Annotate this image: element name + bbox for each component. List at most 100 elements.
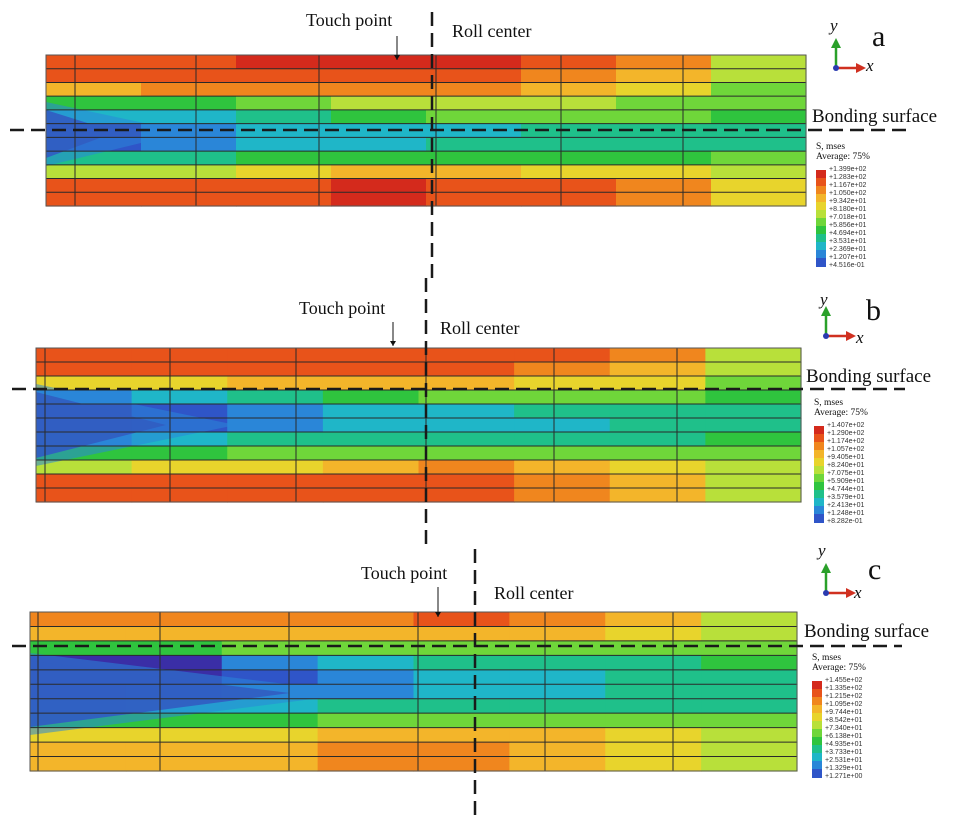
- contour-band: [46, 164, 142, 180]
- bonding-surface-label: Bonding surface: [804, 621, 930, 642]
- y-axis-label: y: [818, 541, 826, 560]
- contour-band: [30, 612, 127, 628]
- contour-band: [413, 756, 510, 772]
- contour-band: [509, 727, 606, 743]
- contour-band: [701, 626, 798, 642]
- contour-band: [521, 96, 617, 111]
- contour-band: [317, 713, 415, 729]
- strip-border: [45, 54, 807, 207]
- legend-swatch: [812, 729, 822, 738]
- contour-band: [514, 488, 611, 503]
- contour-band: [236, 55, 332, 70]
- contour-band: [605, 698, 702, 714]
- contour-band: [609, 474, 706, 489]
- contour-band: [221, 655, 319, 671]
- contour-band: [331, 68, 427, 84]
- axis-origin: [823, 333, 829, 339]
- legend-swatch: [816, 234, 826, 243]
- contour-band: [322, 460, 420, 475]
- contour-band: [227, 348, 324, 363]
- contour-band: [609, 404, 706, 419]
- bonding-surface-label: Bonding surface: [812, 106, 938, 127]
- legend-tick-label: +1.050e+02: [829, 190, 867, 197]
- stress-legend-b: S, mses Average: 75% +1.407e+02 +1.290e+0…: [814, 398, 900, 525]
- contour-band: [46, 68, 142, 84]
- contour-band: [418, 446, 515, 461]
- x-arrow-head: [846, 331, 856, 341]
- transition-region: [46, 102, 186, 166]
- contour-band: [701, 655, 798, 671]
- contour-band: [227, 376, 324, 391]
- contour-band: [36, 376, 133, 391]
- contour-band: [701, 684, 798, 700]
- contour-band: [605, 626, 702, 642]
- contour-band: [711, 96, 807, 111]
- contour-band: [413, 612, 510, 628]
- contour-band: [331, 96, 427, 111]
- contour-band: [609, 362, 706, 377]
- legend-tick-label: +3.733e+01: [825, 749, 863, 756]
- contour-band: [711, 55, 807, 70]
- legend-swatch: [812, 753, 822, 762]
- contour-band: [605, 756, 702, 772]
- touch-point-label: Touch point: [361, 563, 448, 583]
- contour-band: [413, 713, 510, 729]
- legend-tick-label: +1.207e+01: [829, 254, 867, 261]
- legend-swatch: [816, 258, 826, 267]
- contour-band: [221, 727, 319, 743]
- contour-band: [616, 68, 712, 84]
- contour-band: [221, 626, 319, 642]
- legend-tick-label: +1.215e+02: [825, 693, 863, 700]
- legend-tick-label: +1.329e+01: [825, 765, 863, 772]
- legend-swatch: [814, 482, 824, 491]
- contour-band: [322, 362, 420, 377]
- legend-swatch: [812, 713, 822, 722]
- contour-band: [413, 727, 510, 743]
- legend-tick-label: +4.516e-01: [829, 262, 865, 269]
- contour-band: [426, 137, 522, 152]
- contour-band: [701, 727, 798, 743]
- contour-band: [236, 68, 332, 84]
- contour-band: [514, 376, 611, 391]
- contour-band: [514, 362, 611, 377]
- contour-band: [514, 418, 611, 433]
- legend-swatch: [816, 226, 826, 235]
- legend-tick-label: +2.531e+01: [825, 757, 863, 764]
- contour-band: [413, 626, 510, 642]
- legend-tick-label: +1.057e+02: [827, 446, 865, 453]
- contour-band: [141, 68, 237, 84]
- legend-title: S, mses: [814, 398, 844, 408]
- legend-tick-label: +1.407e+02: [827, 422, 865, 429]
- contour-band: [46, 55, 142, 70]
- contour-band: [521, 192, 617, 207]
- contour-band: [418, 348, 515, 363]
- legend-tick-label: +6.138e+01: [825, 733, 863, 740]
- legend-tick-label: +1.174e+02: [827, 438, 865, 445]
- contour-band: [131, 362, 228, 377]
- contour-band: [616, 178, 712, 193]
- contour-band: [705, 404, 802, 419]
- contour-band: [141, 178, 237, 193]
- contour-band: [322, 432, 420, 447]
- contour-band: [125, 727, 223, 743]
- contour-band: [418, 432, 515, 447]
- contour-band: [509, 756, 606, 772]
- contour-band: [221, 612, 319, 628]
- panel-label: c: [868, 553, 882, 586]
- legend-title: S, mses: [816, 142, 846, 152]
- contour-band: [317, 655, 415, 671]
- legend-tick-label: +9.342e+01: [829, 198, 867, 205]
- contour-band: [616, 55, 712, 70]
- legend-tick-label: +8.542e+01: [825, 717, 863, 724]
- strip-border: [35, 347, 802, 503]
- contour-band: [236, 192, 332, 207]
- legend-swatch: [816, 170, 826, 179]
- contour-band: [521, 55, 617, 70]
- touch-point-label: Touch point: [306, 10, 393, 30]
- contour-band: [514, 446, 611, 461]
- roll-center-label: Roll center: [494, 583, 574, 603]
- contour-band: [426, 68, 522, 84]
- contour-band: [514, 460, 611, 475]
- legend-tick-label: +8.240e+01: [827, 462, 865, 469]
- contour-band: [331, 55, 427, 70]
